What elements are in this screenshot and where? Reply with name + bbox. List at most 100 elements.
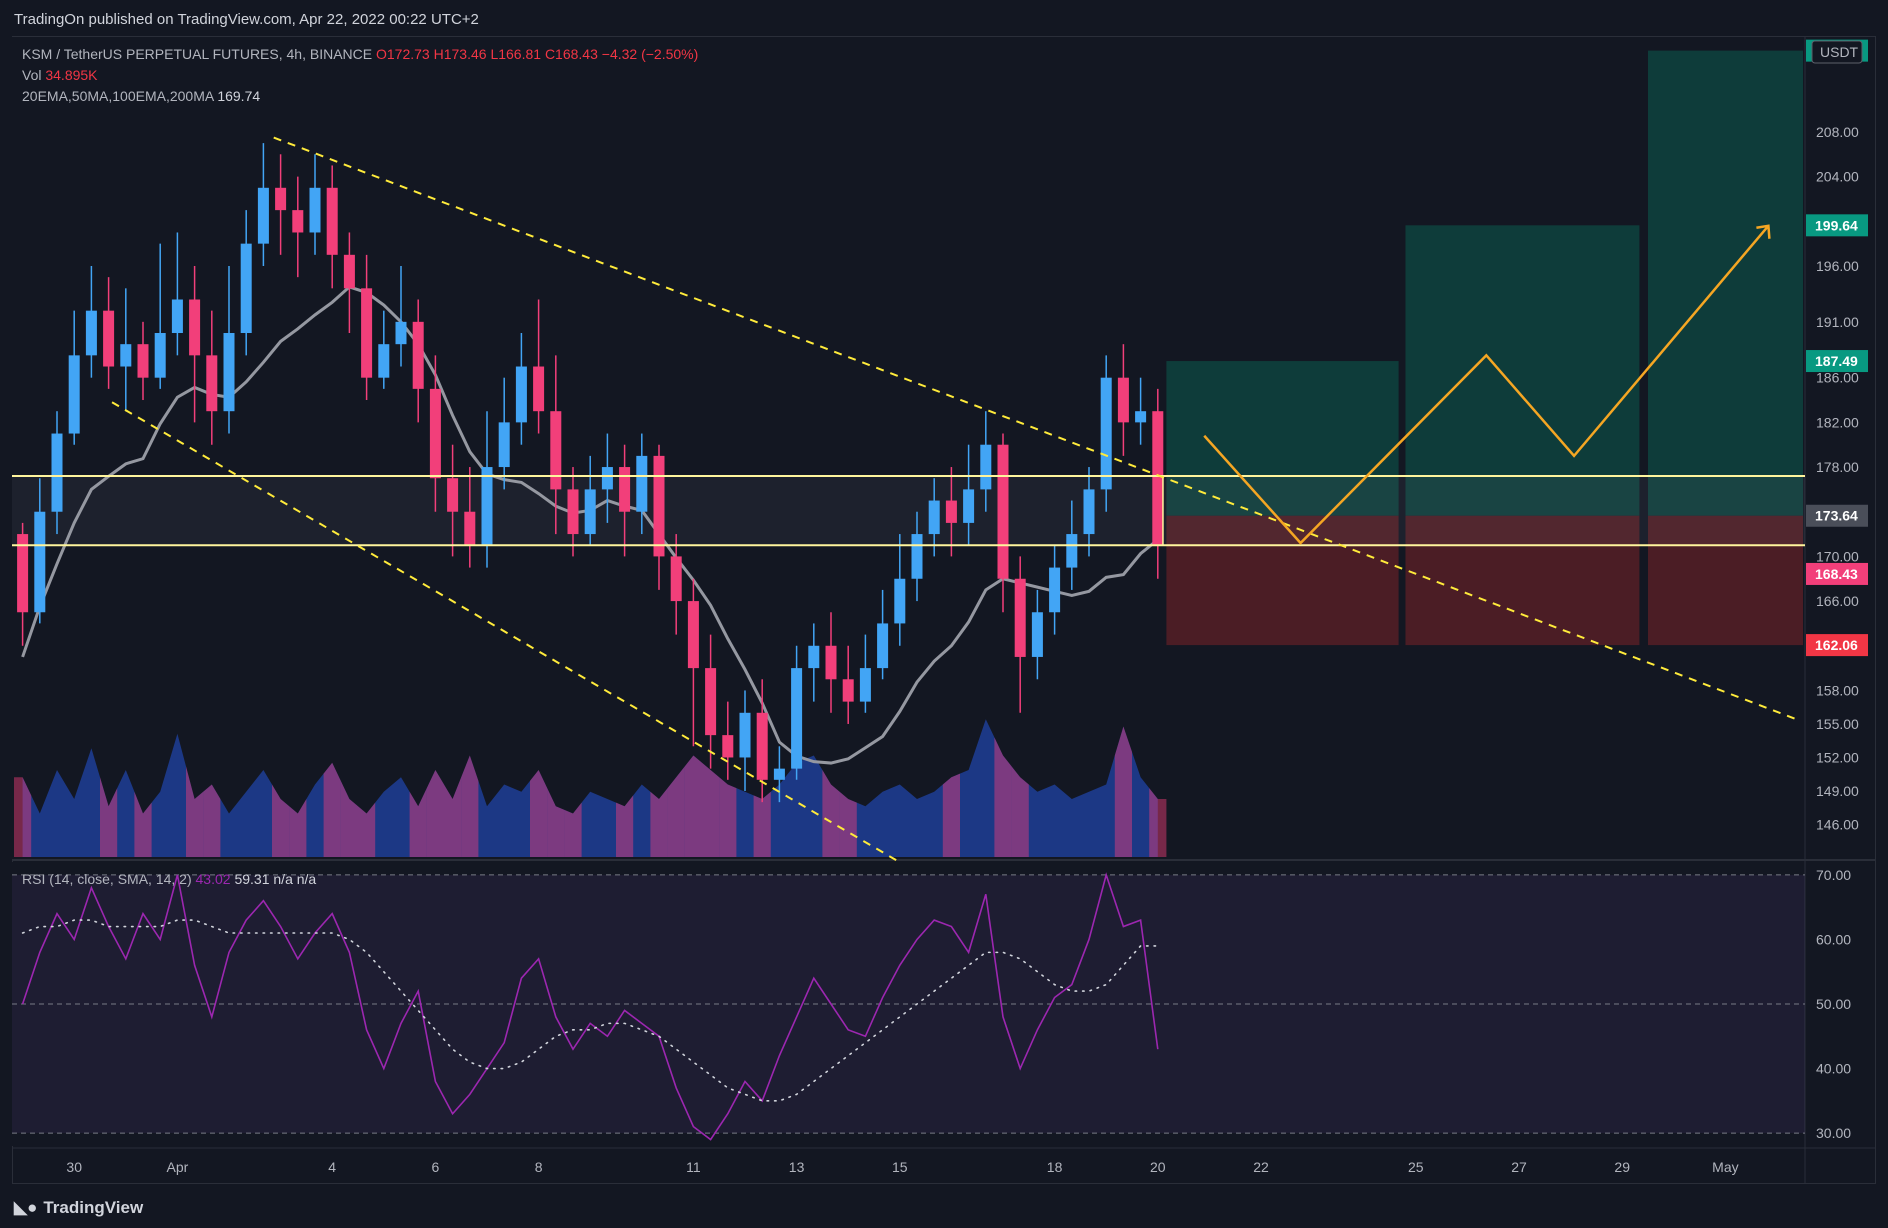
candlestick-series[interactable] (17, 143, 1164, 803)
stop-zone-3 (1648, 515, 1803, 646)
legend-rsi-na1: n/a (273, 871, 293, 887)
candle-down (842, 679, 854, 702)
rsi-tick-label: 30.00 (1816, 1125, 1851, 1141)
rsi-tick-label: 60.00 (1816, 931, 1851, 947)
legend-vol-value: 34.895K (45, 67, 98, 83)
candle-up (498, 422, 510, 468)
legend-rsi-row: RSI (14, close, SMA, 14, 2) 43.02 59.31 … (22, 871, 316, 887)
time-tick-label: 27 (1511, 1159, 1527, 1175)
candle-down (464, 511, 476, 546)
legend-symbol-row: KSM / TetherUS PERPETUAL FUTURES, 4h, BI… (22, 46, 698, 62)
candle-up (739, 712, 751, 758)
legend-change: −4.32 (−2.50%) (601, 46, 699, 62)
stop-zone-1 (1166, 515, 1399, 646)
volume-area (22, 719, 1158, 857)
legend-ma-row: 20EMA,50MA,100EMA,200MA 169.74 (22, 88, 260, 104)
volume-bar-down (186, 766, 204, 857)
candle-up (171, 299, 183, 334)
range-box (12, 475, 1805, 546)
time-axis[interactable]: 30 Apr 4 6 8 11 13 15 18 20 22 25 27 29 May (66, 1159, 1738, 1175)
volume-bar-down (994, 737, 1012, 857)
volume-bar-down (426, 770, 444, 857)
price-tick-label: 166.00 (1816, 593, 1859, 609)
projected-path (1203, 224, 1770, 545)
candle-up (309, 187, 321, 233)
candle-down (343, 254, 355, 289)
channel-lower-line (111, 401, 897, 862)
time-tick-label: 25 (1408, 1159, 1424, 1175)
volume-bar-down (409, 788, 427, 857)
volume-bar-down (203, 784, 221, 857)
candle-down (550, 411, 562, 490)
candle-down (722, 735, 734, 758)
time-tick-label: 15 (892, 1159, 908, 1175)
volume-bar-down (650, 788, 668, 857)
candle-up (601, 467, 613, 490)
candle-up (240, 243, 252, 334)
price-tag-label: 168.43 (1815, 566, 1858, 582)
candle-up (1031, 612, 1043, 657)
candle-up (1083, 489, 1095, 535)
candle-down (1117, 377, 1129, 423)
legend-rsi-na2: n/a (296, 871, 317, 887)
candle-up (257, 187, 269, 244)
candle-up (1049, 567, 1061, 613)
time-tick-label: 11 (686, 1159, 701, 1175)
candle-up (378, 344, 390, 378)
legend-rsi-label: RSI (14, close, SMA, 14, 2) (22, 871, 192, 887)
position-zones[interactable] (12, 50, 1805, 646)
rsi-tick-label: 40.00 (1816, 1061, 1851, 1077)
candle-down (447, 478, 459, 512)
price-tick-label: 208.00 (1816, 124, 1859, 140)
candle-up (963, 489, 975, 523)
time-tick-label: 29 (1614, 1159, 1630, 1175)
rsi-series (21, 872, 1159, 1141)
rsi-tick-label: 50.00 (1816, 996, 1851, 1012)
price-tag (1806, 214, 1868, 237)
price-tick-label: 196.00 (1816, 258, 1859, 274)
candle-up (154, 333, 166, 378)
volume-bar-down (358, 802, 376, 857)
volume-bar-down (444, 777, 462, 857)
legend-open: O172.73 (376, 46, 430, 62)
candle-up (395, 321, 407, 345)
candle-down (1152, 411, 1164, 546)
rsi-tick-label: 70.00 (1816, 867, 1851, 883)
candle-up (68, 355, 80, 434)
volume-bar-down (719, 777, 737, 857)
drawing-tools[interactable] (12, 136, 1805, 862)
target-zone-2 (1405, 225, 1640, 516)
candle-down (137, 344, 149, 378)
price-axis[interactable]: 208.00 204.00 196.00 191.00 186.00 182.00 178.… (1806, 39, 1868, 833)
candle-up (1135, 411, 1147, 423)
price-tag-label: 173.64 (1815, 508, 1858, 524)
candle-down (429, 388, 441, 479)
candle-up (877, 623, 889, 669)
candle-down (1014, 578, 1026, 657)
legend-rsi-sma: 59.31 (234, 871, 270, 887)
price-tick-label: 178.00 (1816, 459, 1859, 475)
volume-bar-down (667, 766, 685, 857)
time-tick-label: 6 (432, 1159, 440, 1175)
rsi-axis[interactable]: 70.00 60.00 50.00 40.00 30.00 (1816, 867, 1851, 1141)
candle-up (481, 467, 493, 546)
candle-down (206, 355, 218, 412)
candle-down (326, 187, 338, 255)
candle-down (361, 288, 373, 378)
bottom-bar (0, 1186, 1888, 1228)
candle-up (1100, 377, 1112, 490)
candle-down (653, 455, 665, 557)
price-tick-label: 158.00 (1816, 682, 1859, 698)
price-tag (1806, 350, 1868, 373)
candle-down (533, 366, 545, 412)
price-tick-label: 152.00 (1816, 749, 1859, 765)
price-tick-label: 186.00 (1816, 370, 1859, 386)
candle-up (636, 455, 648, 512)
candle-down (275, 187, 287, 211)
volume-series (14, 719, 1167, 857)
tradingview-logo[interactable]: ◣● TradingView (14, 1198, 143, 1218)
price-tick-label: 146.00 (1816, 816, 1859, 832)
candle-up (1066, 534, 1078, 568)
candle-up (584, 489, 596, 535)
